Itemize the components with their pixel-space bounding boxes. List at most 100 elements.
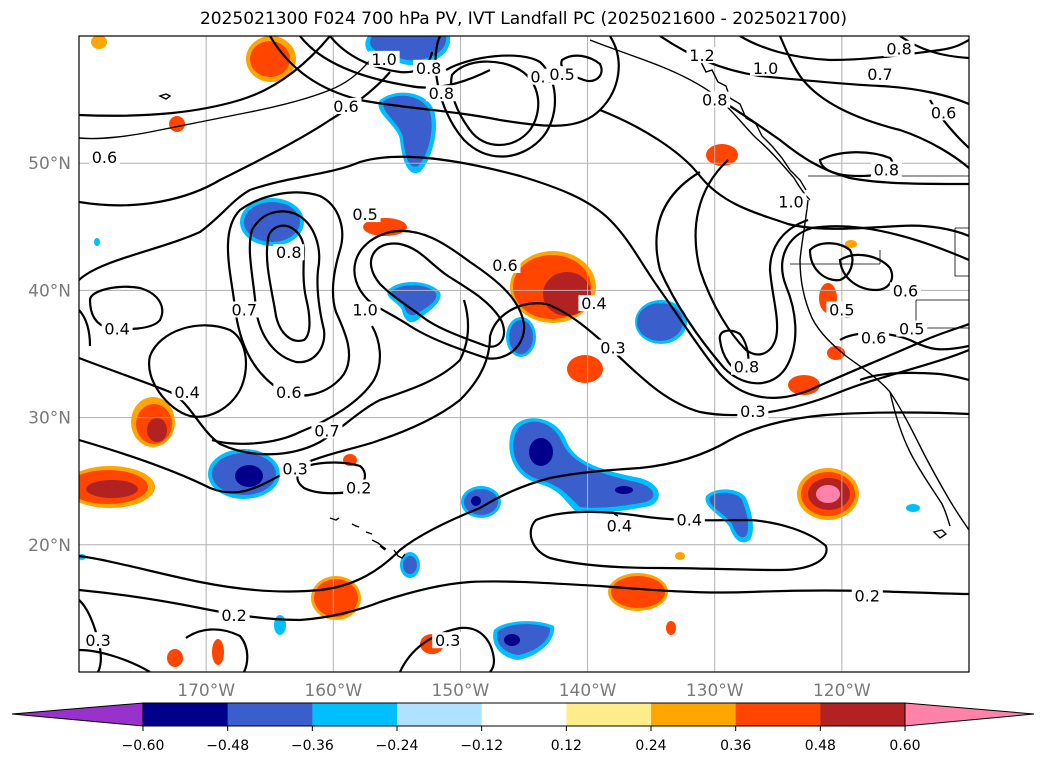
contour-label-bg bbox=[273, 244, 305, 261]
contour-line bbox=[808, 242, 854, 282]
contour-line bbox=[79, 155, 969, 399]
contour-label-bg bbox=[218, 606, 250, 623]
anomaly-blob bbox=[212, 639, 224, 665]
anomaly-blob bbox=[79, 466, 155, 508]
contour-label: 0.6 bbox=[861, 328, 886, 347]
colorbar-tick-label: −0.12 bbox=[460, 738, 503, 754]
anomaly-blob bbox=[506, 317, 536, 357]
contour-label-bg bbox=[889, 282, 921, 299]
contour-label: 0.2 bbox=[855, 587, 880, 606]
colorbar-tick-label: −0.48 bbox=[206, 738, 249, 754]
island bbox=[158, 93, 172, 100]
contour-label-bg bbox=[775, 193, 807, 210]
lon-label: 160°W bbox=[304, 681, 362, 701]
lon-label: 120°W bbox=[813, 681, 871, 701]
lat-label: 50°N bbox=[28, 154, 71, 174]
contour-line bbox=[599, 108, 969, 238]
contour-line bbox=[450, 60, 540, 146]
lat-label: 20°N bbox=[28, 536, 71, 556]
colorbar-tick-label: 0.60 bbox=[889, 738, 920, 754]
contour-label-bg bbox=[88, 148, 120, 165]
contour-label: 0.8 bbox=[429, 84, 454, 103]
contour-line bbox=[79, 302, 969, 494]
islands bbox=[158, 93, 948, 559]
contour-label: 0.3 bbox=[600, 339, 625, 358]
anomaly-blob bbox=[827, 346, 845, 360]
contour-label-bg bbox=[101, 320, 133, 337]
contour-label-bg bbox=[699, 91, 731, 108]
colorbar-segment bbox=[566, 703, 652, 726]
contour-label: 0.6 bbox=[92, 148, 117, 167]
contour-line bbox=[718, 329, 750, 374]
contour-label-bg bbox=[597, 339, 629, 356]
contour-label-bg bbox=[425, 85, 457, 102]
contour-label-bg bbox=[171, 384, 203, 401]
contour-line bbox=[739, 36, 969, 62]
colorbar-segment bbox=[481, 703, 567, 726]
contour-line bbox=[655, 171, 969, 385]
contour-label: 0.5 bbox=[829, 300, 854, 319]
contour-line bbox=[185, 628, 249, 672]
contour-line bbox=[369, 242, 506, 348]
colorbar: −0.60 −0.48 −0.36 −0.24 −0.12 0.12 0.24 0.36 0.4… bbox=[11, 702, 1035, 754]
contour-label-bg bbox=[228, 301, 260, 318]
gridlines bbox=[79, 36, 969, 672]
alaska-south-coast bbox=[589, 39, 811, 201]
contour-line bbox=[211, 325, 381, 445]
contour-label: 0.4 bbox=[677, 510, 702, 529]
contour-label: 0.3 bbox=[85, 631, 110, 650]
island bbox=[932, 529, 948, 539]
contour-line bbox=[353, 229, 526, 360]
contour-label: 0.6 bbox=[333, 97, 358, 116]
contour-label: 0.5 bbox=[899, 320, 924, 339]
contour-label-bg bbox=[489, 256, 521, 273]
colorbar-tick-label: −0.36 bbox=[291, 738, 334, 754]
contour-line bbox=[719, 99, 969, 186]
contour-label: 0.7 bbox=[867, 65, 892, 84]
contour-line bbox=[694, 159, 809, 356]
colorbar-tick-label: −0.60 bbox=[122, 738, 165, 754]
contour-label-bg bbox=[731, 358, 762, 375]
anomaly-blob bbox=[666, 621, 676, 635]
contour-label-bg bbox=[279, 460, 311, 477]
contour-label: 1.0 bbox=[753, 59, 778, 78]
contour-labels: 1.0 0.8 0.7 0.6 0.7 0.5 0.4 0.4 0.3 0.2 0.6 1.0 0.8 0… bbox=[82, 40, 960, 650]
contour-label: 1.2 bbox=[689, 46, 714, 65]
anomaly-blob bbox=[845, 240, 857, 248]
colorbar-segment bbox=[651, 703, 737, 726]
contour-label: 0.2 bbox=[346, 479, 371, 498]
contour-label: 1.0 bbox=[352, 300, 377, 319]
contour-line bbox=[79, 411, 969, 593]
positive-anomaly-regions bbox=[79, 36, 859, 667]
anomaly-blob bbox=[131, 397, 175, 447]
contour-label-bg bbox=[349, 301, 381, 318]
contour-line bbox=[88, 285, 164, 331]
contour-label-bg bbox=[883, 40, 915, 57]
lon-label: 130°W bbox=[686, 681, 744, 701]
anomaly-blob bbox=[608, 573, 668, 611]
anomaly-blob bbox=[461, 486, 501, 518]
contour-label: 0.8 bbox=[734, 358, 759, 377]
contour-line bbox=[899, 36, 969, 60]
anomaly-blob bbox=[906, 504, 920, 512]
colorbar-tick-label: 0.12 bbox=[551, 738, 582, 754]
colorbar-tick-label: 0.36 bbox=[720, 738, 751, 754]
contour-label-bg bbox=[750, 59, 782, 76]
contour-line bbox=[838, 253, 894, 292]
contour-label-bg bbox=[858, 329, 890, 346]
colorbar-tick-label: 0.24 bbox=[635, 738, 666, 754]
contour-label: 0.7 bbox=[232, 300, 257, 319]
contour-line bbox=[269, 36, 620, 127]
contour-label-bg bbox=[546, 66, 578, 83]
contour-label-bg bbox=[896, 320, 928, 337]
contour-line bbox=[398, 626, 496, 672]
colorbar-segment bbox=[143, 703, 229, 726]
lat-label: 40°N bbox=[28, 281, 71, 301]
contour-label-bg bbox=[578, 295, 610, 312]
contour-label: 1.0 bbox=[778, 192, 803, 211]
colorbar-segment bbox=[735, 703, 821, 726]
colorbar-tick-label: −0.24 bbox=[376, 738, 419, 754]
contour-label: 0.5 bbox=[352, 205, 377, 224]
colorbar-tick-label: 0.48 bbox=[805, 738, 836, 754]
